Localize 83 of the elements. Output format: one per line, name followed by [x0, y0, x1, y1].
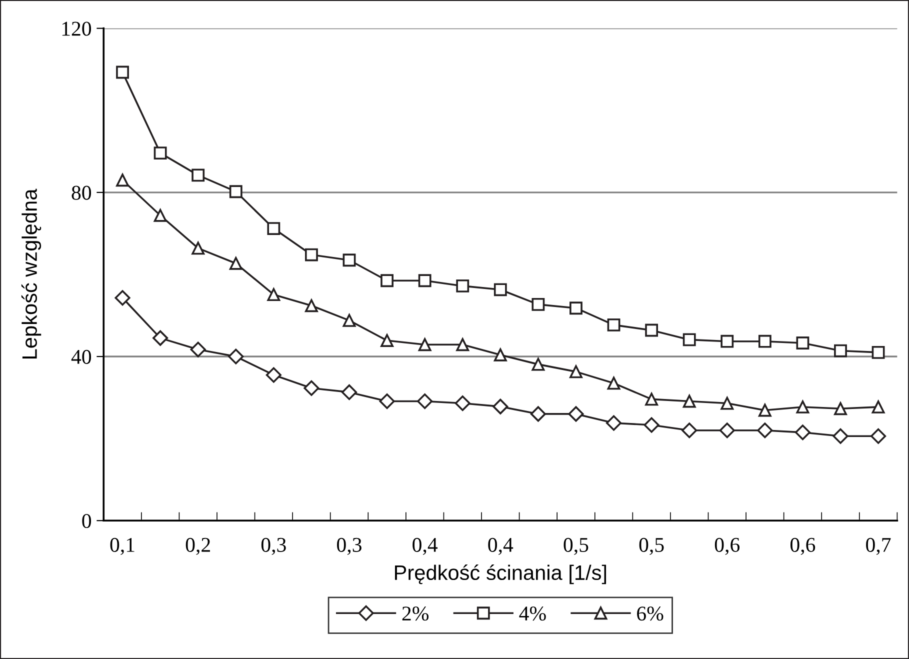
- point: [645, 324, 658, 337]
- point: [456, 338, 470, 352]
- legend-label: 4%: [519, 606, 546, 621]
- point: [342, 254, 356, 267]
- point: [568, 406, 584, 422]
- point: [116, 66, 129, 79]
- point: [872, 346, 885, 359]
- x-tick-label: 0,6: [790, 538, 816, 555]
- point: [607, 376, 620, 390]
- point: [454, 396, 470, 412]
- point: [229, 256, 242, 270]
- point: [116, 174, 129, 187]
- x-tick-label: 0,7: [866, 538, 891, 555]
- point: [418, 338, 432, 352]
- y-axis-title: Lepkość względna: [21, 188, 42, 358]
- point: [570, 302, 582, 315]
- x-tick-label: 0,5: [564, 538, 588, 555]
- point: [834, 402, 847, 416]
- point: [267, 288, 280, 302]
- point: [832, 428, 848, 444]
- point: [530, 406, 546, 422]
- point: [305, 248, 318, 262]
- point: [870, 428, 886, 444]
- point: [192, 168, 205, 182]
- point: [114, 290, 130, 306]
- point: [228, 348, 244, 364]
- x-tick-label: 0,4: [412, 538, 438, 555]
- x-tick-label: 0,6: [714, 538, 740, 555]
- point: [796, 336, 810, 350]
- point: [380, 334, 394, 347]
- point: [341, 384, 358, 400]
- point: [417, 393, 433, 410]
- point: [834, 344, 847, 358]
- point: [494, 348, 507, 362]
- x-tick-label: 0,4: [488, 538, 514, 555]
- point: [607, 318, 620, 332]
- y-tick-label: 0: [82, 514, 92, 528]
- point: [682, 333, 696, 346]
- y-tick-label: 120: [62, 22, 92, 36]
- point: [154, 146, 167, 160]
- point: [456, 280, 470, 292]
- point: [266, 367, 282, 383]
- y-tick-label: 40: [71, 350, 92, 364]
- point: [758, 334, 772, 348]
- point: [532, 298, 545, 311]
- y-tick-label: 80: [72, 186, 92, 200]
- point: [380, 274, 394, 288]
- point: [305, 299, 318, 312]
- point: [872, 400, 885, 414]
- point: [719, 422, 735, 438]
- point: [644, 417, 660, 433]
- point: [758, 404, 772, 417]
- point: [492, 398, 508, 414]
- x-tick-label: 0,5: [639, 538, 664, 555]
- point: [757, 422, 773, 438]
- point: [606, 415, 622, 431]
- legend-label: 6%: [637, 606, 664, 621]
- point: [794, 424, 810, 440]
- point: [154, 208, 167, 222]
- point: [342, 314, 356, 327]
- point: [229, 185, 242, 198]
- point: [682, 394, 696, 408]
- point: [267, 222, 280, 235]
- point: [379, 393, 395, 410]
- point: [682, 422, 698, 438]
- x-tick-label: 0,3: [261, 538, 286, 555]
- point: [152, 330, 168, 346]
- point: [418, 274, 432, 288]
- point: [570, 365, 582, 378]
- point: [645, 392, 658, 406]
- point: [532, 358, 545, 371]
- x-axis-title: Prędkość ścinania [1/s]: [395, 564, 606, 584]
- point: [190, 342, 206, 358]
- point: [720, 334, 734, 348]
- x-tick-label: 0,2: [186, 538, 210, 555]
- point: [192, 242, 205, 255]
- point: [796, 400, 810, 414]
- point: [720, 396, 734, 410]
- x-tick-label: 0,1: [110, 538, 134, 555]
- point: [494, 283, 507, 296]
- point: [304, 380, 320, 396]
- x-tick-label: 0,3: [337, 538, 362, 555]
- legend-label: 2%: [402, 606, 429, 621]
